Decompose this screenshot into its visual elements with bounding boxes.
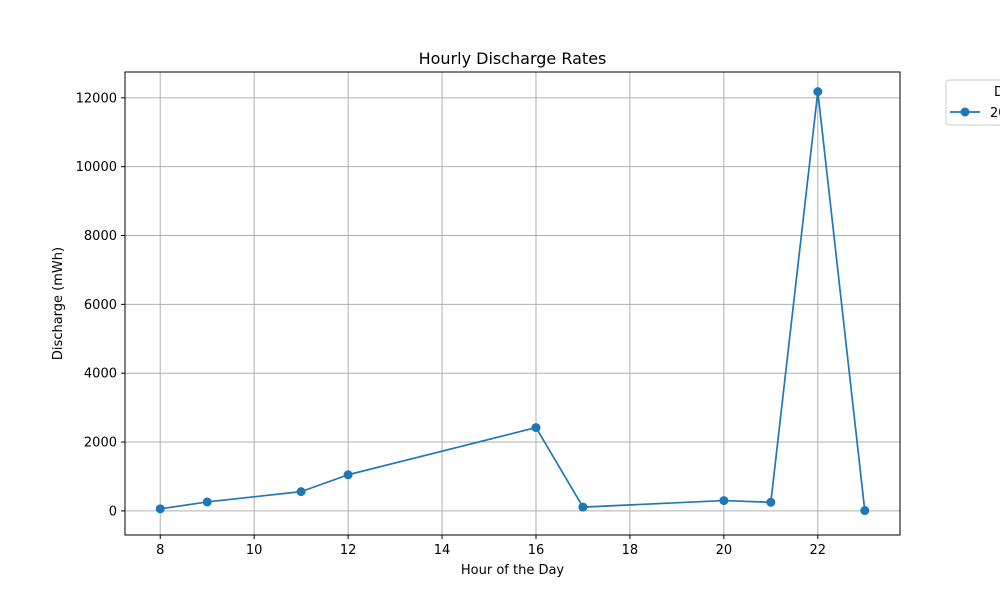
x-tick-label: 14 — [434, 543, 451, 558]
legend-entry: 20 — [990, 106, 1000, 121]
series-line — [160, 90, 866, 511]
data-point — [813, 87, 823, 97]
y-tick-label: 2000 — [84, 436, 117, 451]
x-tick-label: 10 — [246, 543, 263, 558]
data-point — [296, 487, 306, 497]
plot-frame — [124, 71, 901, 536]
legend-box — [945, 79, 1000, 126]
legend-marker-swatch — [960, 107, 970, 117]
x-tick-label: 20 — [716, 543, 733, 558]
grid — [125, 72, 900, 535]
legend-title: D — [994, 85, 1000, 100]
y-tick-label: 10000 — [76, 160, 117, 175]
series-layer — [155, 87, 870, 516]
chart-title: Hourly Discharge Rates — [419, 49, 607, 68]
legend: D 20 — [945, 79, 1000, 126]
data-point — [202, 497, 212, 507]
x-axis: 8 10 12 14 16 18 20 22 — [156, 535, 826, 558]
y-tick-label: 6000 — [84, 298, 117, 313]
x-tick-label: 22 — [810, 543, 827, 558]
data-point — [719, 496, 729, 506]
data-point — [531, 423, 541, 433]
x-tick-label: 12 — [340, 543, 357, 558]
y-tick-label: 12000 — [76, 91, 117, 106]
data-point — [766, 497, 776, 507]
data-point — [860, 506, 870, 516]
x-axis-label: Hour of the Day — [461, 563, 565, 578]
y-tick-label: 8000 — [84, 229, 117, 244]
y-axis-label: Discharge (mWh) — [51, 247, 66, 360]
data-point — [343, 470, 353, 480]
x-tick-label: 8 — [156, 543, 164, 558]
y-axis: 0 2000 4000 6000 8000 10000 12000 — [76, 91, 125, 519]
y-tick-label: 0 — [109, 504, 117, 519]
x-tick-label: 16 — [528, 543, 545, 558]
y-tick-label: 4000 — [84, 367, 117, 382]
x-tick-label: 18 — [622, 543, 639, 558]
data-point — [155, 504, 165, 514]
data-point — [578, 502, 588, 512]
